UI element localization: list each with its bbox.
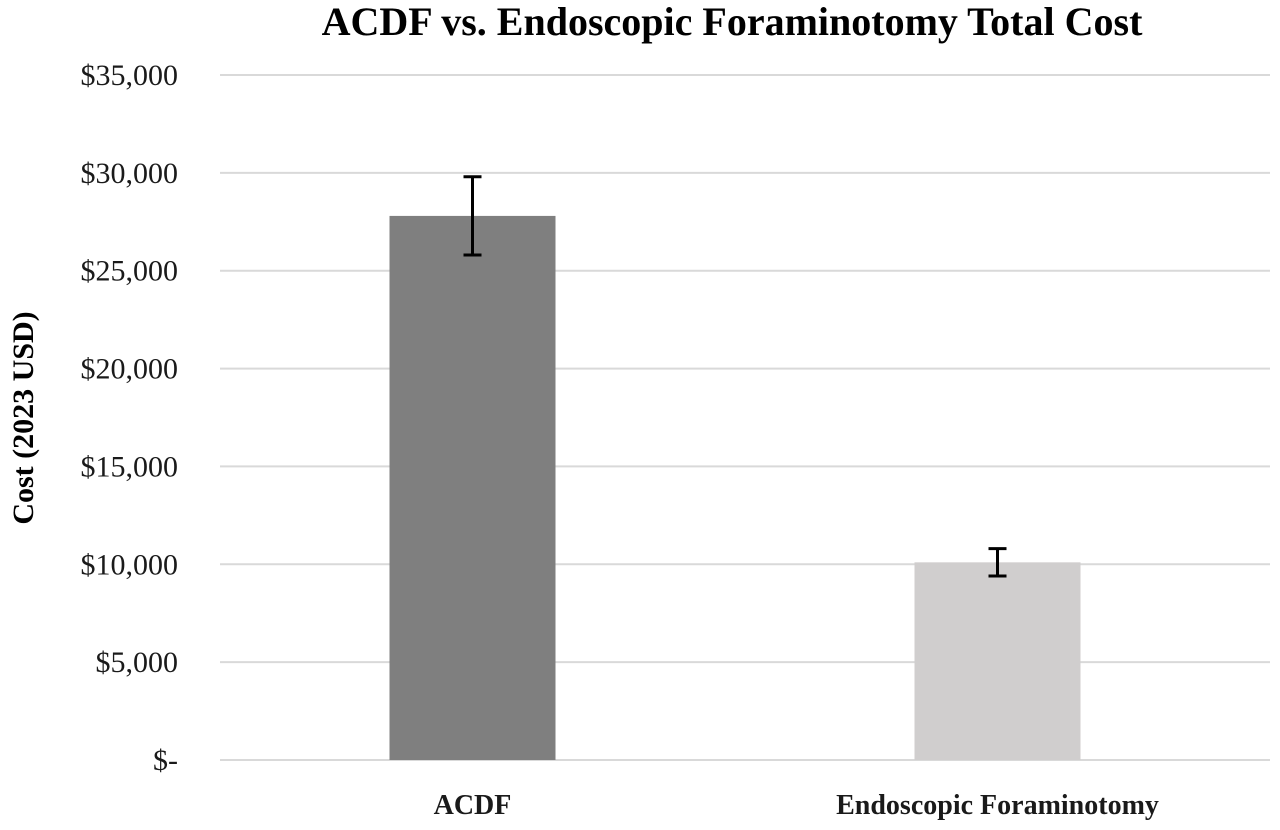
y-tick-labels: $- $5,000 $10,000 $15,000 $20,000 $25,000 $30,… (81, 59, 179, 777)
y-tick-label: $30,000 (81, 157, 179, 190)
chart-title: ACDF vs. Endoscopic Foraminotomy Total C… (322, 0, 1143, 44)
x-tick-labels: ACDF Endoscopic Foraminotomy (434, 790, 1159, 821)
y-tick-label: $- (153, 744, 178, 777)
y-tick-label: $5,000 (96, 646, 179, 679)
x-tick-label: Endoscopic Foraminotomy (836, 790, 1159, 821)
bar-acdf (389, 215, 556, 760)
error-bars (463, 175, 1007, 578)
error-bar (988, 547, 1007, 578)
gridlines (220, 74, 1270, 761)
y-tick-label: $20,000 (81, 353, 179, 386)
y-tick-label: $25,000 (81, 255, 179, 288)
bar-endoscopic-foraminotomy (914, 562, 1081, 760)
y-axis-label: Cost (2023 USD) (7, 311, 40, 524)
bars (389, 215, 1081, 760)
y-tick-label: $10,000 (81, 548, 179, 581)
y-tick-label: $15,000 (81, 450, 179, 483)
y-tick-label: $35,000 (81, 59, 179, 92)
error-bar (463, 175, 482, 257)
x-tick-label: ACDF (434, 790, 512, 821)
